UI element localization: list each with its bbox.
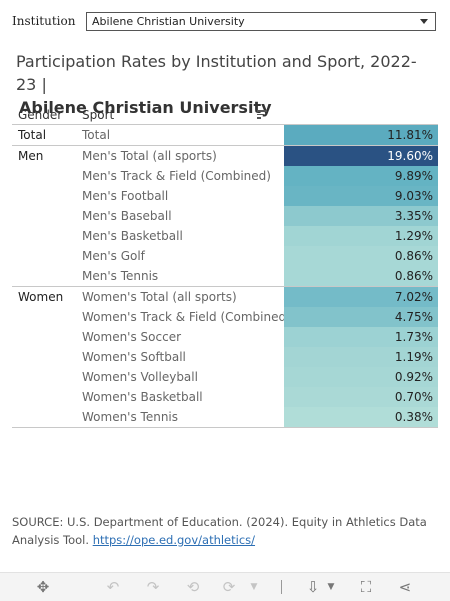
revert-icon[interactable]: ⟲ [186, 578, 200, 596]
download-icon[interactable]: ⇩ [306, 578, 320, 596]
value-label: 0.70% [394, 390, 433, 404]
table-body: Total Total 11.81% Men Men's Total (all spor… [12, 124, 438, 428]
row-group-men: Men Men's Total (all sports) 19.60% Men's T… [12, 145, 438, 286]
gender-label: Women [18, 290, 64, 304]
sport-label: Men's Golf [82, 249, 145, 263]
value-label: 3.35% [394, 209, 433, 223]
viz-toolbar: ✥ ↶ ↷ ⟲ ⟳ ▼ ⇩ ▼ ⛶ ⋖ [0, 572, 450, 601]
value-cell[interactable]: 0.38% [284, 407, 438, 427]
table-row[interactable]: Men's Tennis 0.86% [12, 266, 438, 286]
toolbar-divider [281, 580, 282, 594]
value-label: 0.92% [394, 370, 433, 384]
table-row[interactable]: Total Total 11.81% [12, 125, 438, 145]
participation-table: Gender Sport Total Total 11.81% Men Men's To… [12, 106, 438, 428]
table-header: Gender Sport [12, 106, 438, 124]
sport-label: Total [82, 128, 111, 142]
value-cell[interactable]: 0.92% [284, 367, 438, 387]
chart-title-line2: Abilene Christian University [19, 98, 272, 117]
value-label: 0.38% [394, 410, 433, 424]
sport-label: Women's Total (all sports) [82, 290, 237, 304]
sport-label: Men's Baseball [82, 209, 172, 223]
sport-label: Men's Basketball [82, 229, 183, 243]
value-cell[interactable]: 7.02% [284, 287, 438, 307]
table-row[interactable]: Men's Football 9.03% [12, 186, 438, 206]
institution-select-value: Abilene Christian University [92, 15, 245, 28]
gender-label: Men [18, 149, 44, 163]
chevron-down-icon [420, 19, 428, 24]
value-cell[interactable]: 4.75% [284, 307, 438, 327]
redo-icon[interactable]: ↷ [146, 578, 160, 596]
value-cell[interactable]: 1.19% [284, 347, 438, 367]
chart-title: Participation Rates by Institution and S… [16, 50, 436, 119]
value-label: 9.03% [394, 189, 433, 203]
sport-label: Men's Total (all sports) [82, 149, 217, 163]
value-label: 0.86% [394, 249, 433, 263]
value-label: 1.73% [394, 330, 433, 344]
table-row[interactable]: Women Women's Total (all sports) 7.02% [12, 287, 438, 307]
row-group-women: Women Women's Total (all sports) 7.02% Wome… [12, 286, 438, 428]
sport-label: Women's Softball [82, 350, 186, 364]
value-label: 1.19% [394, 350, 433, 364]
sport-label: Women's Tennis [82, 410, 179, 424]
value-label: 11.81% [387, 128, 433, 142]
filter-label: Institution [12, 14, 76, 28]
value-label: 9.89% [394, 169, 433, 183]
table-row[interactable]: Women's Soccer 1.73% [12, 327, 438, 347]
value-cell[interactable]: 0.70% [284, 387, 438, 407]
sport-label: Men's Track & Field (Combined) [82, 169, 271, 183]
table-row[interactable]: Women's Tennis 0.38% [12, 407, 438, 427]
value-cell[interactable]: 9.89% [284, 166, 438, 186]
source-link[interactable]: https://ope.ed.gov/athletics/ [92, 533, 256, 547]
table-row[interactable]: Men's Baseball 3.35% [12, 206, 438, 226]
value-cell[interactable]: 1.73% [284, 327, 438, 347]
value-cell[interactable]: 3.35% [284, 206, 438, 226]
undo-icon[interactable]: ↶ [106, 578, 120, 596]
refresh-dropdown-icon[interactable]: ▼ [250, 582, 258, 592]
table-row[interactable]: Women's Basketball 0.70% [12, 387, 438, 407]
sport-label: Women's Volleyball [82, 370, 198, 384]
value-cell[interactable]: 9.03% [284, 186, 438, 206]
sport-label: Men's Tennis [82, 269, 159, 283]
source-note: SOURCE: U.S. Department of Education. (2… [12, 513, 432, 549]
sport-label: Women's Track & Field (Combined) [82, 310, 291, 324]
value-cell[interactable]: 0.86% [284, 266, 438, 286]
sport-label: Women's Soccer [82, 330, 182, 344]
value-cell[interactable]: 0.86% [284, 246, 438, 266]
row-group-total: Total Total 11.81% [12, 124, 438, 145]
sport-label: Women's Basketball [82, 390, 203, 404]
table-row[interactable]: Women's Softball 1.19% [12, 347, 438, 367]
value-cell[interactable]: 19.60% [284, 146, 438, 166]
table-row[interactable]: Women's Volleyball 0.92% [12, 367, 438, 387]
value-label: 7.02% [394, 290, 433, 304]
share-icon[interactable]: ⋖ [398, 578, 412, 596]
sport-label: Men's Football [82, 189, 169, 203]
gender-column-header: Gender [18, 108, 63, 122]
fullscreen-icon[interactable]: ⛶ [360, 578, 372, 596]
move-icon[interactable]: ✥ [36, 578, 50, 596]
value-label: 4.75% [394, 310, 433, 324]
value-cell[interactable]: 11.81% [284, 125, 438, 145]
download-dropdown-icon[interactable]: ▼ [327, 582, 335, 592]
refresh-icon[interactable]: ⟳ [222, 578, 236, 596]
source-text: SOURCE: U.S. Department of Education. (2… [12, 515, 427, 547]
value-cell[interactable]: 1.29% [284, 226, 438, 246]
sort-icon[interactable] [257, 110, 267, 120]
value-label: 1.29% [394, 229, 433, 243]
table-row[interactable]: Men Men's Total (all sports) 19.60% [12, 146, 438, 166]
table-row[interactable]: Men's Golf 0.86% [12, 246, 438, 266]
gender-label: Total [18, 128, 47, 142]
chart-title-line1: Participation Rates by Institution and S… [16, 52, 417, 94]
value-label: 19.60% [387, 149, 433, 163]
institution-select[interactable]: Abilene Christian University [86, 12, 436, 31]
institution-filter: Institution Abilene Christian University [12, 12, 438, 34]
value-label: 0.86% [394, 269, 433, 283]
table-row[interactable]: Men's Track & Field (Combined) 9.89% [12, 166, 438, 186]
sport-column-header: Sport [82, 108, 115, 122]
table-row[interactable]: Men's Basketball 1.29% [12, 226, 438, 246]
table-row[interactable]: Women's Track & Field (Combined) 4.75% [12, 307, 438, 327]
